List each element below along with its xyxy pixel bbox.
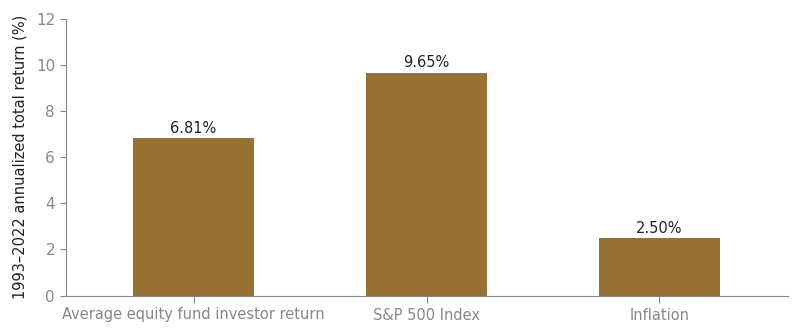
Y-axis label: 1993–2022 annualized total return (%): 1993–2022 annualized total return (%) — [13, 15, 27, 299]
Text: 9.65%: 9.65% — [403, 56, 450, 70]
Text: 6.81%: 6.81% — [170, 121, 217, 136]
Text: 2.50%: 2.50% — [636, 221, 682, 236]
Bar — [133, 138, 254, 296]
Bar — [599, 238, 720, 296]
Bar — [366, 73, 487, 296]
